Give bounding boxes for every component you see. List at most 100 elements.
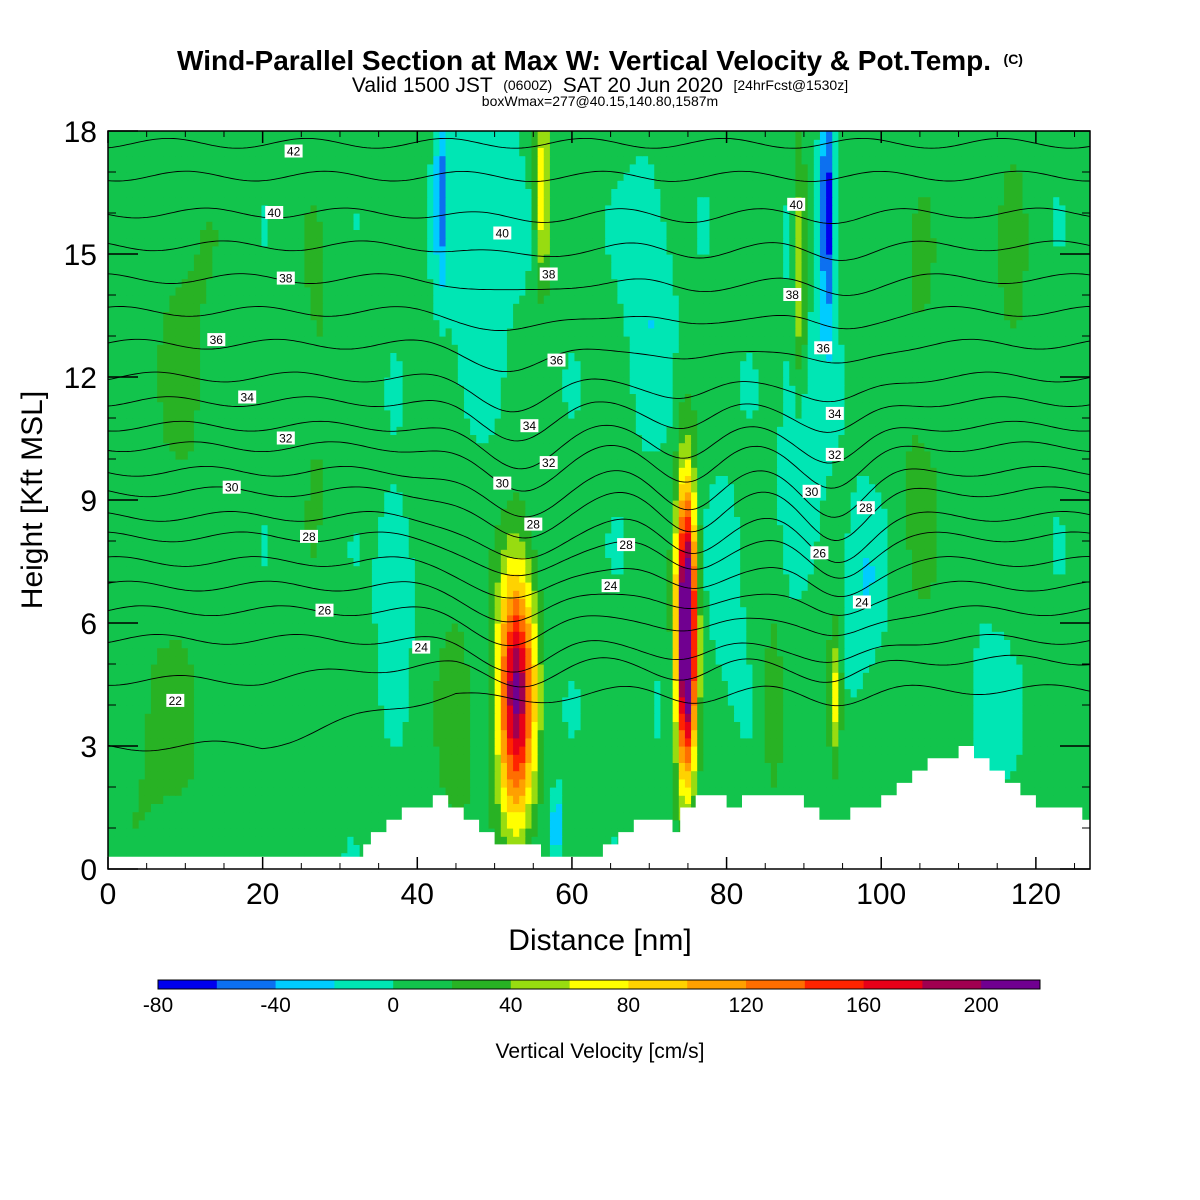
velocity-cell: [580, 770, 588, 780]
velocity-cell: [402, 688, 410, 698]
velocity-cell: [310, 737, 318, 747]
velocity-cell: [513, 778, 520, 788]
velocity-cell: [114, 819, 121, 829]
velocity-cell: [819, 737, 827, 747]
velocity-cell: [488, 795, 496, 804]
velocity-cell: [764, 655, 772, 665]
velocity-cell: [114, 836, 121, 845]
velocity-cell: [390, 614, 398, 624]
velocity-cell: [120, 819, 128, 829]
velocity-cell: [390, 639, 398, 649]
velocity-cell: [1065, 737, 1073, 747]
velocity-cell: [930, 705, 938, 714]
velocity-cell: [549, 680, 557, 690]
velocity-cell: [341, 778, 348, 788]
velocity-cell: [776, 737, 784, 747]
velocity-cell: [285, 614, 293, 624]
velocity-cell: [408, 647, 416, 657]
velocity-cell: [789, 647, 796, 657]
velocity-cell: [531, 803, 539, 813]
velocity-cell: [678, 688, 686, 698]
velocity-cell: [850, 721, 858, 731]
velocity-cell: [519, 754, 526, 763]
velocity-cell: [826, 713, 833, 722]
velocity-cell: [654, 664, 661, 673]
velocity-cell: [187, 606, 195, 616]
velocity-cell: [408, 795, 416, 804]
velocity-cell: [298, 680, 305, 690]
velocity-cell: [721, 614, 729, 624]
velocity-cell: [169, 787, 177, 796]
velocity-cell: [703, 770, 711, 780]
velocity-cell: [985, 614, 993, 624]
velocity-cell: [396, 623, 404, 632]
velocity-cell: [249, 631, 256, 640]
velocity-cell: [684, 778, 692, 788]
velocity-cell: [427, 688, 434, 698]
velocity-cell: [482, 737, 490, 747]
velocity-cell: [844, 746, 852, 755]
velocity-cell: [1016, 696, 1024, 706]
velocity-cell: [206, 713, 213, 722]
velocity-cell: [457, 778, 465, 788]
velocity-cell: [279, 655, 287, 665]
velocity-cell: [157, 614, 164, 624]
velocity-cell: [273, 811, 281, 821]
velocity-cell: [384, 631, 391, 640]
velocity-cell: [249, 713, 256, 722]
velocity-cell: [108, 647, 115, 657]
velocity-cell: [856, 705, 864, 714]
velocity-cell: [322, 836, 330, 845]
velocity-cell: [494, 778, 502, 788]
velocity-cell: [924, 655, 932, 665]
velocity-cell: [267, 795, 275, 804]
velocity-cell: [666, 778, 674, 788]
velocity-cell: [954, 680, 962, 690]
velocity-cell: [1053, 762, 1060, 772]
velocity-cell: [826, 639, 833, 649]
velocity-cell: [1022, 631, 1030, 640]
velocity-cell: [586, 762, 594, 772]
velocity-cell: [519, 696, 526, 706]
velocity-cell: [230, 623, 238, 632]
velocity-cell: [371, 811, 379, 821]
velocity-cell: [439, 746, 447, 755]
velocity-cell: [230, 680, 238, 690]
velocity-cell: [408, 696, 416, 706]
velocity-cell: [304, 787, 312, 796]
velocity-cell: [961, 721, 968, 731]
velocity-cell: [310, 836, 318, 845]
velocity-cell: [537, 795, 545, 804]
velocity-cell: [826, 795, 833, 804]
velocity-cell: [421, 688, 428, 698]
velocity-cell: [629, 623, 637, 632]
velocity-cell: [961, 647, 968, 657]
velocity-cell: [807, 746, 815, 755]
velocity-cell: [1077, 696, 1085, 706]
velocity-cell: [304, 713, 312, 722]
velocity-cell: [660, 713, 668, 722]
velocity-cell: [543, 836, 551, 845]
velocity-cell: [1028, 729, 1036, 739]
velocity-cell: [396, 746, 404, 755]
velocity-cell: [942, 647, 950, 657]
velocity-cell: [482, 778, 490, 788]
velocity-cell: [445, 729, 453, 739]
velocity-cell: [402, 631, 410, 640]
velocity-cell: [359, 688, 367, 698]
velocity-cell: [684, 631, 692, 640]
velocity-cell: [918, 614, 925, 624]
velocity-cell: [869, 647, 876, 657]
velocity-cell: [408, 631, 416, 640]
velocity-cell: [1047, 631, 1054, 640]
velocity-cell: [697, 639, 704, 649]
velocity-cell: [899, 770, 907, 780]
velocity-cell: [1010, 770, 1017, 780]
velocity-cell: [1071, 778, 1079, 788]
velocity-cell: [187, 655, 195, 665]
velocity-cell: [660, 754, 668, 763]
velocity-cell: [623, 778, 631, 788]
velocity-cell: [243, 721, 250, 731]
velocity-cell: [353, 746, 361, 755]
velocity-cell: [175, 680, 183, 690]
